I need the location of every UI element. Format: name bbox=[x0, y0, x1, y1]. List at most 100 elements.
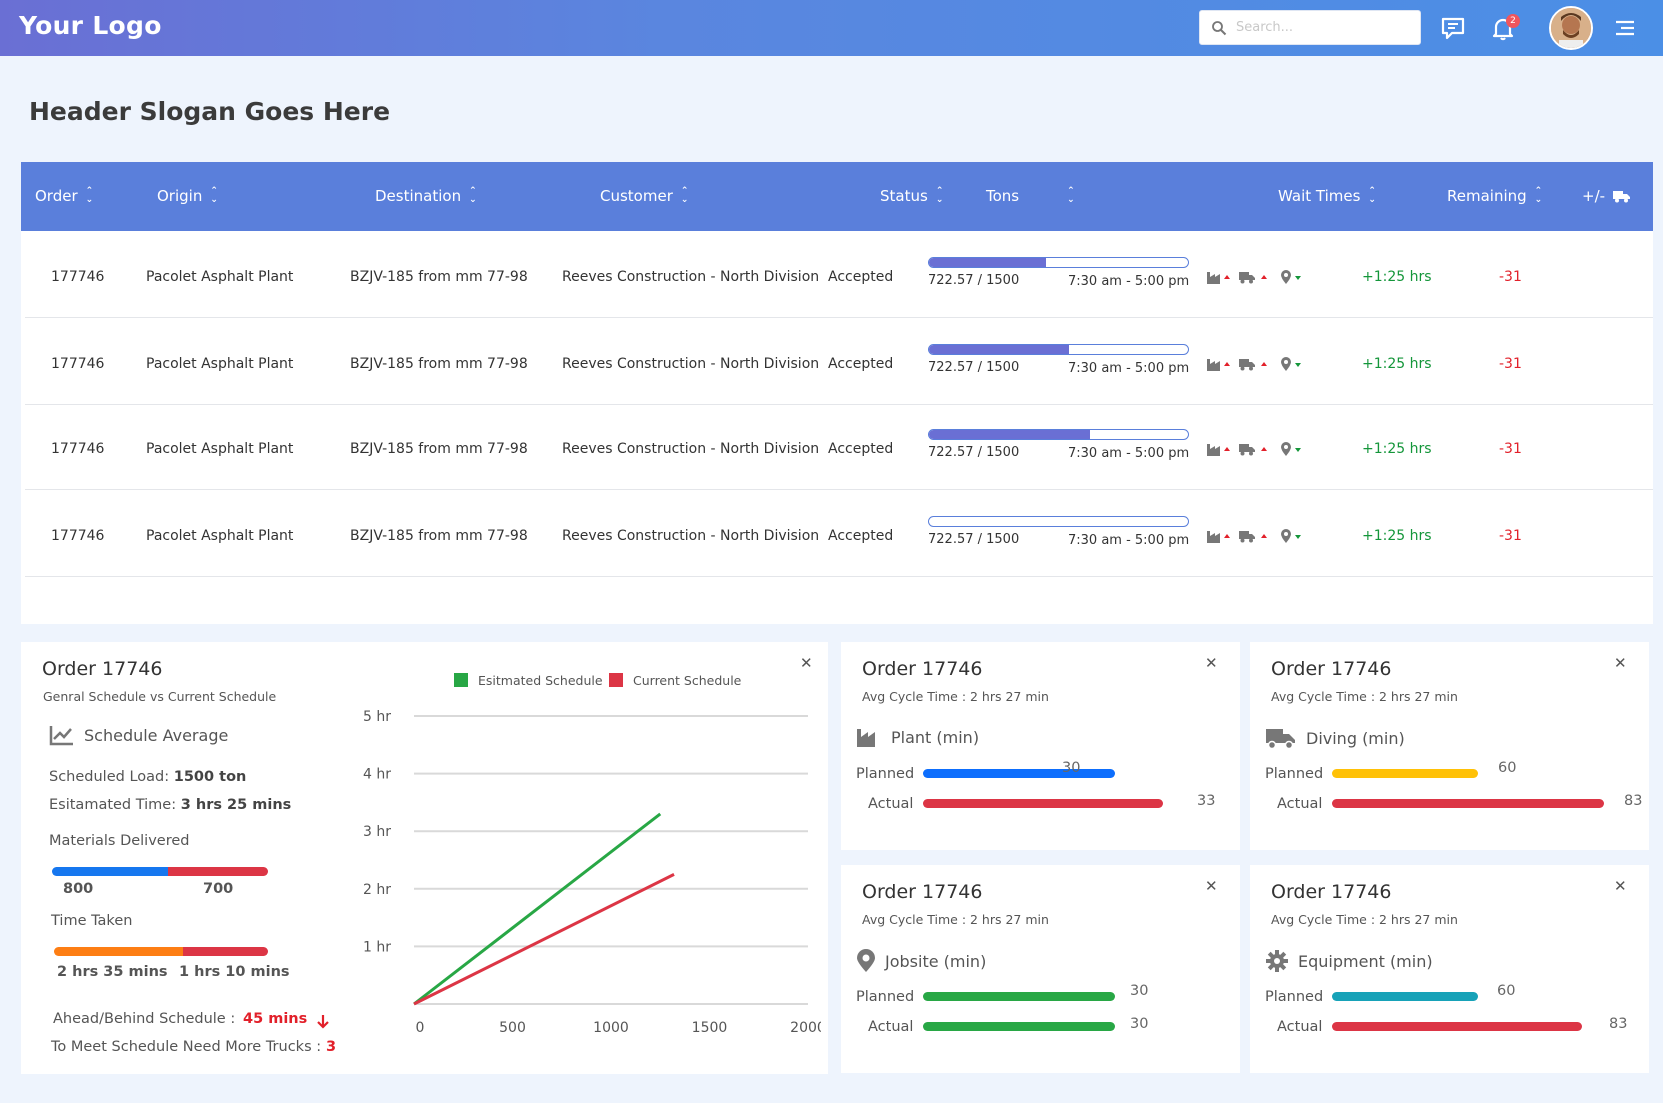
table-row[interactable]: 177746 Pacolet Asphalt Plant BZJV-185 fr… bbox=[25, 231, 1653, 318]
column-customer[interactable]: Customer ⌃ ⌄ bbox=[600, 186, 689, 206]
sort-icon[interactable]: ⌃ ⌄ bbox=[935, 186, 944, 205]
origin-cell: Pacolet Asphalt Plant bbox=[146, 356, 294, 372]
estimated-time: Esitamated Time: 3 hrs 25 mins bbox=[49, 797, 291, 813]
destination-cell: BZJV-185 from mm 77-98 bbox=[350, 269, 528, 285]
delta-cell: -31 bbox=[1499, 528, 1522, 544]
order-cell[interactable]: 177746 bbox=[51, 356, 105, 372]
table-row[interactable]: 177746 Pacolet Asphalt Plant BZJV-185 fr… bbox=[25, 403, 1653, 490]
planned-value: 60 bbox=[1498, 760, 1517, 776]
status-cell: Accepted bbox=[828, 441, 894, 457]
truck-icon bbox=[1613, 191, 1631, 203]
destination-cell: BZJV-185 from mm 77-98 bbox=[350, 441, 528, 457]
column-label: Customer bbox=[600, 187, 673, 205]
table-row[interactable]: 177746 Pacolet Asphalt Plant BZJV-185 fr… bbox=[25, 318, 1653, 405]
table-row[interactable]: 177746 Pacolet Asphalt Plant BZJV-185 fr… bbox=[25, 490, 1653, 577]
more-trucks-value: 3 bbox=[326, 1039, 337, 1055]
location-pin-icon bbox=[1281, 442, 1301, 456]
card-subtitle: Avg Cycle Time : 2 hrs 27 min bbox=[862, 912, 1049, 927]
factory-icon bbox=[1207, 444, 1230, 456]
location-pin-icon bbox=[1281, 357, 1301, 371]
truck-icon bbox=[1239, 531, 1267, 543]
tons-progress-fill bbox=[929, 258, 1046, 267]
close-icon[interactable]: ✕ bbox=[800, 654, 813, 672]
truck-icon bbox=[1239, 444, 1267, 456]
sort-icon[interactable]: ⌃ ⌄ bbox=[85, 186, 94, 205]
order-cell[interactable]: 177746 bbox=[51, 441, 105, 457]
search-box[interactable] bbox=[1199, 10, 1421, 45]
search-input[interactable] bbox=[1236, 11, 1416, 44]
column-status[interactable]: Status ⌃ ⌄ bbox=[880, 186, 944, 206]
delta-cell: -31 bbox=[1499, 441, 1522, 457]
schedule-card: Order 17746 Genral Schedule vs Current S… bbox=[21, 642, 828, 1074]
metric-title: Plant (min) bbox=[856, 726, 979, 748]
logo[interactable]: Your Logo bbox=[19, 11, 162, 40]
column-order[interactable]: Order ⌃ ⌄ bbox=[35, 186, 94, 206]
truck-icon bbox=[1239, 359, 1267, 371]
order-cell[interactable]: 177746 bbox=[51, 528, 105, 544]
column-delta[interactable]: +/- bbox=[1582, 187, 1631, 205]
tons-progress-fill bbox=[929, 430, 1090, 439]
close-icon[interactable]: ✕ bbox=[1205, 877, 1218, 895]
time-window-text: 7:30 am - 5:00 pm bbox=[1068, 361, 1190, 376]
time-bar-a bbox=[54, 947, 183, 956]
order-cell[interactable]: 177746 bbox=[51, 269, 105, 285]
metric-label: Plant (min) bbox=[891, 727, 980, 747]
notification-badge: 2 bbox=[1506, 14, 1520, 28]
column-destination[interactable]: Destination ⌃ ⌄ bbox=[375, 186, 477, 206]
column-label: Origin bbox=[157, 187, 203, 205]
x-tick-label: 2000 bbox=[790, 1020, 821, 1036]
actual-value: 83 bbox=[1624, 793, 1643, 809]
column-label: Wait Times bbox=[1278, 187, 1361, 205]
origin-cell: Pacolet Asphalt Plant bbox=[146, 269, 294, 285]
remaining-cell: +1:25 hrs bbox=[1362, 269, 1432, 285]
time-window-text: 7:30 am - 5:00 pm bbox=[1068, 446, 1190, 461]
column-wait-times[interactable]: Wait Times ⌃ ⌄ bbox=[1278, 186, 1376, 206]
sort-icon[interactable]: ⌃ ⌄ bbox=[680, 186, 689, 205]
tons-text: 722.57 / 1500 bbox=[928, 532, 1020, 547]
card-title: Order 17746 bbox=[862, 658, 983, 680]
sort-icon[interactable]: ⌃ ⌄ bbox=[1368, 186, 1376, 205]
column-tons[interactable]: Tons ⌃ ⌄ bbox=[986, 186, 1075, 206]
remaining-cell: +1:25 hrs bbox=[1362, 528, 1432, 544]
top-bar: Your Logo 2 bbox=[0, 0, 1663, 56]
time-window-text: 7:30 am - 5:00 pm bbox=[1068, 533, 1190, 548]
planned-bar bbox=[923, 769, 1115, 778]
customer-cell: Reeves Construction - North Division bbox=[562, 356, 820, 372]
sort-icon[interactable]: ⌃ ⌄ bbox=[1534, 186, 1543, 205]
card-subtitle: Avg Cycle Time : 2 hrs 27 min bbox=[862, 689, 1049, 704]
close-icon[interactable]: ✕ bbox=[1205, 654, 1218, 672]
sort-icon[interactable]: ⌃ ⌄ bbox=[210, 186, 218, 205]
y-tick-label: 3 hr bbox=[363, 824, 391, 840]
close-icon[interactable]: ✕ bbox=[1614, 654, 1627, 672]
time-bar-b bbox=[183, 947, 268, 956]
chat-icon[interactable] bbox=[1440, 15, 1466, 41]
wait-times-icons bbox=[1206, 528, 1310, 544]
column-remaining[interactable]: Remaining ⌃ ⌄ bbox=[1447, 186, 1543, 206]
tons-text: 722.57 / 1500 bbox=[928, 445, 1020, 460]
metric-card: Order 17746 Avg Cycle Time : 2 hrs 27 mi… bbox=[1250, 865, 1649, 1073]
tons-progress-bar bbox=[928, 516, 1189, 527]
materials-bar-remaining bbox=[168, 867, 268, 876]
planned-label: Planned bbox=[1265, 989, 1324, 1005]
y-tick-label: 1 hr bbox=[363, 939, 391, 955]
close-icon[interactable]: ✕ bbox=[1614, 877, 1627, 895]
metric-label: Equipment (min) bbox=[1298, 951, 1433, 971]
actual-label: Actual bbox=[1277, 1019, 1323, 1035]
sort-icon[interactable]: ⌃ ⌄ bbox=[469, 186, 477, 205]
location-pin-icon bbox=[1281, 270, 1301, 284]
avatar[interactable] bbox=[1549, 6, 1593, 50]
sort-icon[interactable]: ⌃ ⌄ bbox=[1067, 186, 1075, 205]
column-origin[interactable]: Origin ⌃ ⌄ bbox=[157, 186, 218, 206]
menu-icon[interactable] bbox=[1612, 15, 1638, 41]
location-pin-icon bbox=[1281, 529, 1301, 543]
truck-icon bbox=[1266, 729, 1295, 750]
planned-bar bbox=[1332, 992, 1478, 1001]
orders-table: Order ⌃ ⌄ Origin ⌃ ⌄ Destination ⌃ ⌄ Customer ⌃… bbox=[21, 162, 1653, 624]
metric-title: Equipment (min) bbox=[1265, 949, 1433, 973]
search-icon bbox=[1212, 21, 1227, 36]
metric-card: Order 17746 Avg Cycle Time : 2 hrs 27 mi… bbox=[841, 865, 1240, 1073]
location-pin-icon bbox=[857, 949, 875, 972]
metric-label: Diving (min) bbox=[1306, 728, 1405, 748]
actual-bar bbox=[1332, 1022, 1582, 1031]
tons-progress-bar bbox=[928, 429, 1189, 440]
